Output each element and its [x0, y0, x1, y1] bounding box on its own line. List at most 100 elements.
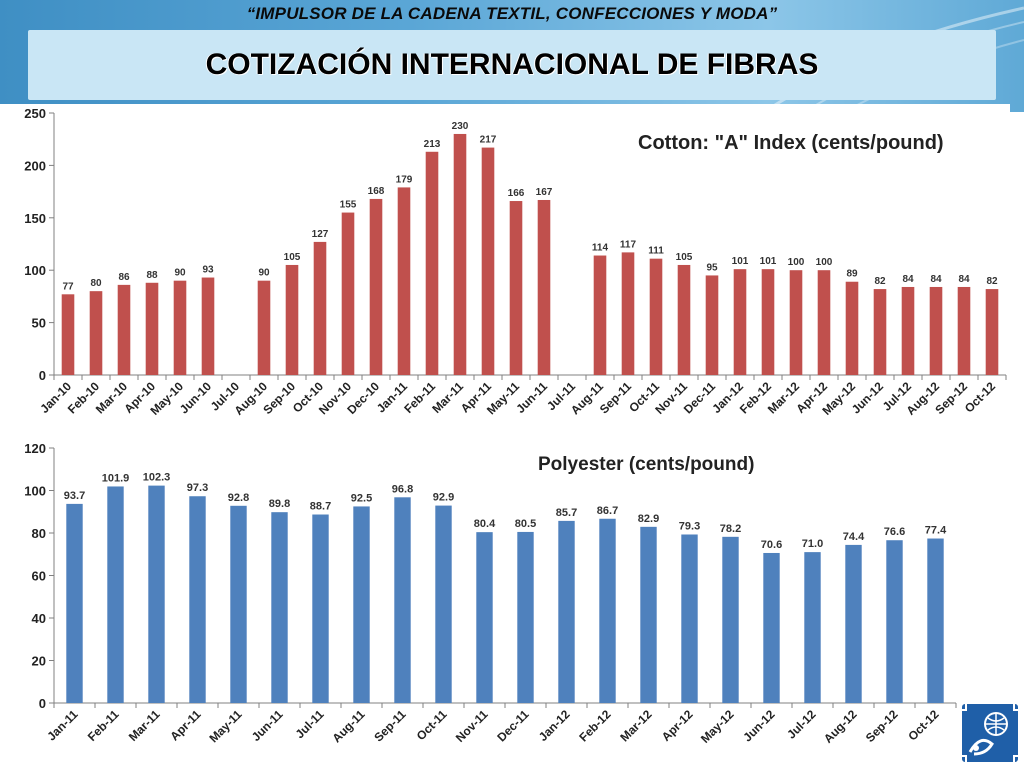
- chart-title: Cotton: "A" Index (cents/pound): [638, 132, 944, 154]
- polyester-chart: 0 20 40 60 80 100 120 93.7 Jan-11 101.9 Feb-11 102.…: [24, 441, 957, 746]
- category-label: Aug-11: [329, 707, 367, 745]
- bar-value-label: 92.8: [228, 492, 249, 504]
- bar: [453, 133, 467, 375]
- bar: [517, 531, 534, 703]
- bar-value-label: 93.7: [64, 490, 85, 502]
- bar: [957, 286, 971, 375]
- bar-value-label: 70.6: [761, 539, 782, 551]
- cotton-chart-panel: 0 50 100 150 200 250 77 Jan-10 80 Feb-10 86 Mar-10 8…: [0, 104, 1010, 434]
- bar: [189, 496, 206, 703]
- bar: [817, 270, 831, 375]
- bar-value-label: 93: [202, 265, 214, 276]
- bar-value-label: 101: [732, 256, 749, 267]
- bar: [558, 520, 575, 703]
- category-label: Dec-10: [344, 379, 382, 417]
- bar-value-label: 127: [312, 229, 329, 240]
- bar: [476, 532, 493, 703]
- bar-value-label: 88: [146, 270, 158, 281]
- bar: [599, 518, 616, 703]
- bar-value-label: 80: [90, 278, 102, 289]
- bar: [537, 199, 551, 375]
- category-label: Feb-12: [576, 707, 613, 744]
- bar: [763, 552, 780, 703]
- bar: [397, 187, 411, 375]
- bar-value-label: 100: [788, 257, 805, 268]
- bar: [271, 512, 288, 703]
- y-tick-label: 250: [24, 106, 46, 121]
- bar-value-label: 114: [592, 243, 609, 254]
- bar: [593, 255, 607, 375]
- y-tick-label: 0: [39, 368, 46, 383]
- category-label: Apr-11: [167, 707, 204, 744]
- bar: [901, 286, 915, 375]
- bar: [677, 264, 691, 375]
- bar: [435, 505, 452, 703]
- category-label: Jan-11: [44, 707, 81, 744]
- bar: [369, 198, 383, 375]
- bar: [201, 277, 215, 375]
- y-tick-label: 200: [24, 158, 46, 173]
- bar: [886, 540, 903, 703]
- bar: [929, 286, 943, 375]
- presentation-subtitle: “IMPULSOR DE LA CADENA TEXTIL, CONFECCIO…: [246, 4, 778, 23]
- category-label: Sep-11: [597, 379, 634, 416]
- bar-value-label: 76.6: [884, 526, 905, 538]
- bar-value-label: 82: [986, 276, 998, 287]
- bar-value-label: 166: [508, 188, 525, 199]
- bar: [425, 151, 439, 375]
- organization-logo: [962, 704, 1018, 762]
- category-label: Oct-12: [905, 707, 942, 744]
- bar-value-label: 111: [648, 246, 664, 257]
- bar-value-label: 77.4: [925, 525, 947, 537]
- bar-value-label: 179: [396, 174, 413, 185]
- y-tick-label: 100: [24, 263, 46, 278]
- category-label: Aug-12: [821, 707, 860, 746]
- category-label: Sep-12: [863, 707, 901, 745]
- bar-value-label: 167: [536, 187, 553, 198]
- bar: [481, 147, 495, 375]
- bar-value-label: 217: [480, 135, 497, 146]
- category-label: Sep-10: [260, 379, 298, 417]
- bar: [621, 252, 635, 375]
- bar-value-label: 92.9: [433, 492, 454, 504]
- bar: [640, 526, 657, 703]
- bar: [341, 212, 355, 375]
- title-band: [28, 30, 996, 100]
- bar-value-label: 97.3: [187, 482, 208, 494]
- bar: [117, 284, 131, 375]
- y-tick-label: 40: [32, 611, 46, 626]
- bar-value-label: 80.5: [515, 518, 536, 530]
- category-label: Oct-12: [962, 379, 999, 416]
- category-label: Sep-11: [371, 707, 408, 744]
- bar-value-label: 101: [760, 256, 777, 267]
- category-label: Mar-12: [617, 707, 654, 744]
- bar: [285, 264, 299, 375]
- bar: [845, 544, 862, 703]
- bar: [804, 552, 821, 703]
- category-label: Apr-12: [659, 707, 696, 744]
- category-label: Jun-11: [513, 379, 550, 416]
- bar-value-label: 95: [706, 262, 718, 273]
- bar: [509, 201, 523, 375]
- bar: [705, 275, 719, 375]
- bar-value-label: 105: [676, 252, 693, 263]
- bar: [66, 503, 83, 703]
- bar-value-label: 85.7: [556, 507, 577, 519]
- bar-value-label: 96.8: [392, 483, 413, 495]
- bar: [173, 280, 187, 375]
- category-label: Jun-10: [177, 379, 214, 416]
- bar-value-label: 82.9: [638, 513, 659, 525]
- y-tick-label: 50: [32, 316, 46, 331]
- bar: [722, 536, 739, 703]
- bar: [985, 289, 999, 375]
- bar: [313, 241, 327, 375]
- category-label: Jun-12: [849, 379, 886, 416]
- bar: [148, 485, 165, 703]
- bar: [61, 294, 75, 375]
- bar: [353, 506, 370, 703]
- bar-value-label: 213: [424, 139, 441, 150]
- bar-value-label: 78.2: [720, 523, 741, 535]
- y-tick-label: 150: [24, 211, 46, 226]
- category-label: Jul-11: [293, 707, 327, 741]
- bar: [230, 505, 247, 703]
